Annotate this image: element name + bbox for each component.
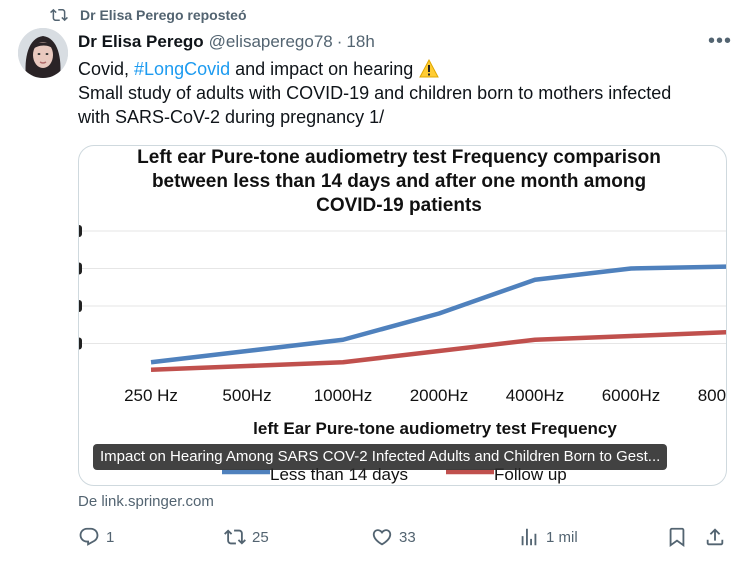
views-chart-icon: [521, 528, 537, 546]
reply-count: 1: [106, 528, 115, 546]
author-name[interactable]: Dr Elisa Perego: [78, 31, 204, 51]
x-axis-label: left Ear Pure-tone audiometry test Frequ…: [253, 419, 617, 438]
tweet-text: Covid, #LongCovid and impact on hearing …: [78, 57, 728, 129]
views-button[interactable]: 1 mil: [518, 526, 578, 548]
series-line-2: [150, 330, 726, 372]
views-count: 1 mil: [546, 528, 578, 546]
chart: Left ear Pure-tone audiometry test Frequ…: [79, 147, 726, 484]
y-tick-label: [79, 262, 82, 275]
warning-icon: [419, 59, 440, 78]
series-line-1: [150, 264, 726, 365]
hashtag-link[interactable]: #LongCovid: [134, 59, 231, 79]
text-line-2: Small study of adults with COVID-19 and …: [78, 83, 672, 103]
text-line-3: with SARS-CoV-2 during pregnancy 1/: [78, 107, 385, 127]
text-prefix: Covid,: [78, 59, 135, 79]
more-options-icon[interactable]: •••: [707, 30, 732, 52]
x-tick-label: 250 Hz: [124, 386, 178, 405]
tweet-time[interactable]: 18h: [346, 31, 375, 51]
chart-title-line-2: between less than 14 days and after one …: [152, 171, 646, 192]
repost-icon: [224, 529, 246, 545]
x-tick-label: 2000Hz: [410, 386, 469, 405]
bookmark-button[interactable]: [666, 526, 688, 548]
x-tick-label: 1000Hz: [314, 386, 373, 405]
action-bar: 1 25 33 1 mil: [78, 526, 728, 550]
chart-title-line-3: COVID-19 patients: [316, 195, 482, 216]
repost-count: 25: [252, 528, 269, 546]
text-suffix: and impact on hearing: [230, 59, 414, 79]
repost-indicator[interactable]: Dr Elisa Perego reposteó: [50, 4, 247, 26]
card-caption: Impact on Hearing Among SARS COV-2 Infec…: [93, 444, 668, 470]
share-button[interactable]: [704, 526, 726, 548]
share-icon: [706, 528, 724, 546]
repost-button[interactable]: 25: [224, 526, 269, 548]
x-tick-label: 4000Hz: [506, 386, 565, 405]
reply-icon: [79, 527, 99, 546]
avatar[interactable]: [18, 28, 68, 78]
tweet-header: Dr Elisa Perego @elisaperego78 · 18h •••: [78, 30, 732, 53]
repost-label: Dr Elisa Perego reposteó: [80, 7, 247, 23]
card-source[interactable]: De link.springer.com: [78, 493, 214, 510]
x-tick-label: 500Hz: [222, 386, 271, 405]
author-handle[interactable]: @elisaperego78: [208, 31, 333, 51]
bookmark-icon: [669, 527, 685, 548]
like-button[interactable]: 33: [371, 526, 416, 548]
x-tick-label: 8000Hz: [698, 386, 726, 405]
separator-dot: ·: [336, 31, 343, 51]
repost-icon: [50, 8, 68, 22]
y-tick-label: [79, 337, 82, 350]
chart-title-line-1: Left ear Pure-tone audiometry test Frequ…: [137, 147, 661, 168]
link-card[interactable]: Left ear Pure-tone audiometry test Frequ…: [78, 145, 727, 486]
reply-button[interactable]: 1: [78, 526, 114, 548]
like-count: 33: [399, 528, 416, 546]
x-tick-label: 6000Hz: [602, 386, 661, 405]
heart-icon: [372, 529, 392, 546]
y-tick-label: [79, 300, 82, 312]
y-tick-label: [79, 225, 82, 237]
